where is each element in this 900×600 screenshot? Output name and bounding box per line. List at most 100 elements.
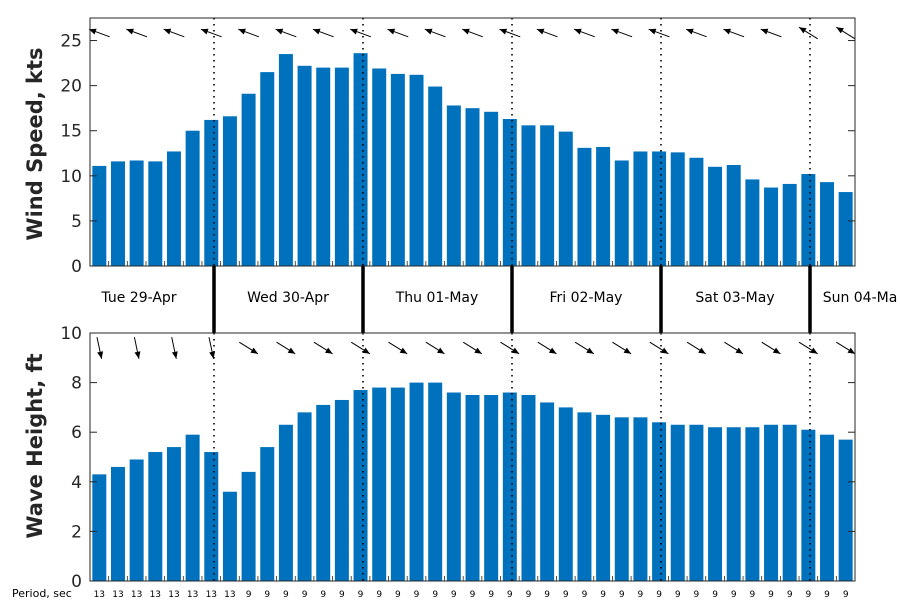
bar: [521, 395, 536, 581]
bar: [465, 395, 480, 581]
y-tick-label: 2: [71, 522, 82, 542]
direction-arrow: [424, 28, 446, 38]
direction-arrow: [611, 28, 633, 38]
bar: [297, 65, 312, 266]
bar: [596, 414, 611, 581]
bar: [372, 68, 387, 266]
period-value: 9: [675, 590, 681, 600]
direction-arrow: [685, 28, 707, 38]
bar: [838, 439, 853, 581]
direction-arrow: [649, 341, 669, 355]
direction-arrow: [761, 341, 781, 355]
bar: [166, 447, 181, 581]
day-label: Thu 01-May: [395, 290, 479, 306]
direction-arrow: [238, 28, 260, 38]
bar: [577, 412, 592, 581]
bar: [428, 86, 443, 266]
period-value: 13: [224, 590, 235, 600]
bar: [185, 434, 200, 581]
wave-height-axis-title: Wave Height, ft: [23, 353, 47, 538]
direction-arrow: [573, 28, 595, 38]
day-label: Fri 02-May: [550, 290, 623, 306]
bar: [334, 67, 349, 266]
period-value: 9: [432, 590, 438, 600]
day-label: Sat 03-May: [695, 290, 774, 306]
bar: [708, 427, 723, 581]
bar: [185, 130, 200, 266]
wave-height-panel: 0 2 4 6 8 10 13 13 13 13 13 13 13 13 9 9 9 9 9 9 9 9 9 9 9 9 9 9 9 9 9…: [60, 324, 856, 600]
bar: [614, 160, 629, 266]
direction-arrow: [208, 337, 215, 359]
period-value: 9: [283, 590, 289, 600]
bar: [446, 105, 461, 266]
y-tick-label: 4: [71, 473, 82, 493]
bar: [782, 183, 797, 266]
bar: [129, 160, 144, 266]
bar: [222, 491, 237, 581]
direction-arrow: [500, 341, 520, 355]
y-tick-label: 10: [60, 167, 82, 187]
bar: [390, 73, 405, 266]
direction-arrow: [200, 28, 222, 38]
bar: [633, 417, 648, 581]
bar: [502, 119, 517, 266]
bar: [148, 452, 163, 581]
bar: [334, 399, 349, 581]
bar: [148, 161, 163, 266]
bar: [652, 151, 667, 266]
direction-arrow: [163, 28, 185, 38]
period-value: 9: [339, 590, 345, 600]
bar: [708, 166, 723, 266]
bar: [129, 459, 144, 581]
period-value: 13: [206, 590, 217, 600]
direction-arrow: [126, 28, 148, 38]
bar: [390, 387, 405, 581]
direction-arrow: [536, 28, 558, 38]
period-value: 13: [187, 590, 198, 600]
period-value: 9: [582, 590, 588, 600]
period-value: 9: [656, 590, 662, 600]
period-value: 9: [451, 590, 457, 600]
period-value: 9: [806, 590, 812, 600]
period-value: 9: [358, 590, 364, 600]
bar: [577, 147, 592, 266]
bar: [726, 427, 741, 581]
y-tick-label: 6: [71, 423, 82, 443]
bar: [260, 72, 275, 266]
bar: [596, 146, 611, 266]
period-value: 9: [712, 590, 718, 600]
y-tick-label: 8: [71, 374, 82, 394]
bar: [484, 395, 499, 581]
day-label: Sun 04-Ma: [823, 290, 898, 306]
y-tick-label: 10: [60, 324, 82, 344]
direction-arrow: [312, 28, 334, 38]
bar: [204, 119, 219, 266]
bar: [670, 152, 685, 266]
bar: [801, 174, 816, 266]
direction-arrow: [275, 28, 297, 38]
period-value: 13: [168, 590, 179, 600]
direction-arrow: [239, 341, 259, 355]
period-title: Period, sec: [12, 587, 72, 600]
bar: [409, 74, 424, 266]
day-label-band: Tue 29-Apr Wed 30-Apr Thu 01-May Fri 02-May…: [100, 266, 897, 333]
direction-arrow: [574, 341, 595, 355]
period-value: 13: [131, 590, 142, 600]
period-value: 9: [488, 590, 494, 600]
plot-frame: [89, 17, 856, 267]
period-value: 13: [112, 590, 123, 600]
bar: [745, 179, 760, 266]
y-tick-label: 0: [71, 257, 82, 277]
bar: [782, 424, 797, 581]
period-value: 9: [694, 590, 700, 600]
bar: [316, 67, 331, 266]
bar: [465, 108, 480, 267]
bar: [540, 125, 555, 266]
bar: [614, 417, 629, 581]
period-value: 9: [638, 590, 644, 600]
direction-arrow: [612, 341, 632, 355]
bar: [110, 161, 125, 266]
direction-arrow: [723, 28, 745, 38]
day-label: Wed 30-Apr: [247, 290, 329, 306]
bar: [670, 424, 685, 581]
